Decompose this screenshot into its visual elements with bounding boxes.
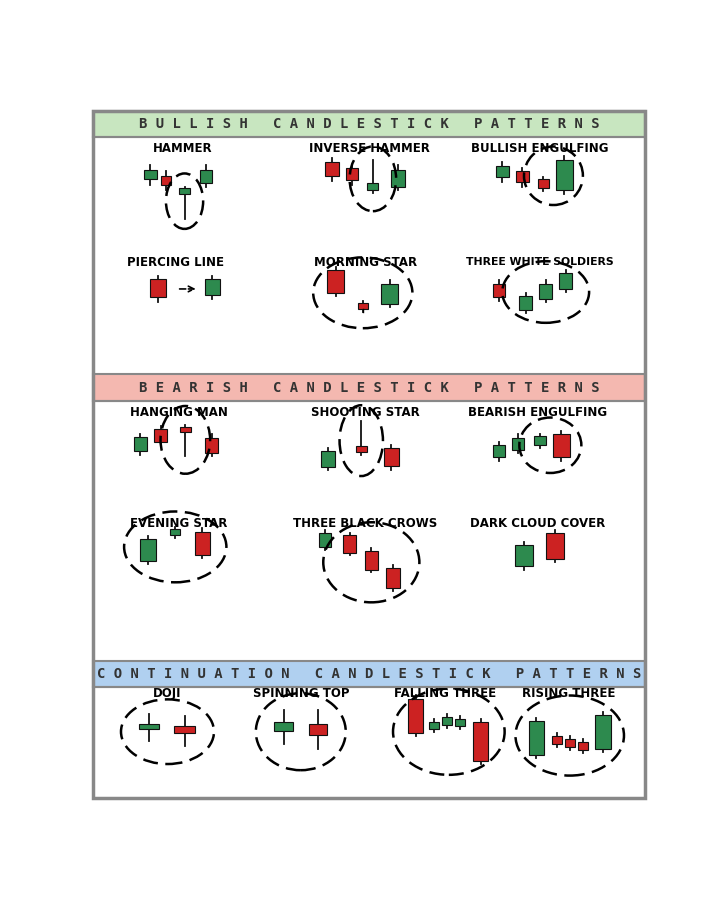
Bar [392,169,405,186]
Bar [367,184,378,191]
Bar [346,168,358,180]
Bar [516,545,533,566]
Bar [496,166,508,177]
Text: C O N T I N U A T I O N   C A N D L E S T I C K   P A T T E R N S: C O N T I N U A T I O N C A N D L E S T … [96,667,642,681]
Bar [387,568,400,589]
Bar [534,436,546,446]
Bar [408,699,423,734]
Bar [93,111,645,138]
Bar [556,160,573,191]
Bar [327,270,344,292]
Text: INVERSE HAMMER: INVERSE HAMMER [309,141,429,155]
Text: THREE WHITE SOLDIERS: THREE WHITE SOLDIERS [466,257,613,267]
Bar [170,529,180,535]
Text: THREE BLACK CROWS: THREE BLACK CROWS [293,518,437,530]
Bar [93,374,645,400]
Text: HAMMER: HAMMER [153,141,213,155]
Bar [493,284,505,297]
Bar [204,279,220,295]
Bar [180,427,191,432]
Bar [274,722,293,731]
Bar [358,302,368,309]
Bar [384,448,399,466]
Bar [144,169,157,179]
Bar [552,736,562,744]
Bar [429,722,439,729]
Bar [493,446,505,457]
Bar [150,279,166,297]
Bar [442,717,452,725]
Bar [343,536,356,554]
Bar [356,446,366,452]
Bar [512,437,524,450]
Text: B E A R I S H   C A N D L E S T I C K   P A T T E R N S: B E A R I S H C A N D L E S T I C K P A … [139,381,599,394]
Text: SHOOTING STAR: SHOOTING STAR [311,406,420,419]
Bar [179,188,190,194]
Bar [205,437,218,453]
Bar [553,435,570,457]
Bar [161,176,171,185]
Text: B U L L I S H   C A N D L E S T I C K   P A T T E R N S: B U L L I S H C A N D L E S T I C K P A … [139,117,599,131]
Bar [325,162,339,176]
Text: EVENING STAR: EVENING STAR [130,518,228,530]
Bar [134,436,147,451]
Bar [139,724,159,729]
Text: DARK CLOUD COVER: DARK CLOUD COVER [470,518,606,530]
Bar [154,429,167,442]
Bar [546,533,564,559]
Bar [321,451,335,467]
Bar [564,740,575,747]
Bar [309,724,327,734]
Bar [595,715,611,749]
Bar [200,169,212,184]
Text: MORNING STAR: MORNING STAR [314,256,417,268]
Bar [194,532,210,554]
Bar [539,284,552,299]
Bar [578,742,588,751]
Bar [456,718,466,726]
Bar [516,171,528,182]
Bar [519,296,532,310]
Bar [174,726,194,734]
Bar [473,723,488,761]
Text: FALLING THREE: FALLING THREE [394,687,496,699]
Bar [382,284,398,303]
Text: RISING THREE: RISING THREE [522,687,616,699]
Bar [93,661,645,687]
Text: HANGING MAN: HANGING MAN [130,406,228,419]
Bar [559,273,572,289]
Bar [528,721,544,755]
Text: BEARISH ENGULFING: BEARISH ENGULFING [469,406,608,419]
Text: BULLISH ENGULFING: BULLISH ENGULFING [471,141,608,155]
Bar [365,551,378,570]
Text: PIERCING LINE: PIERCING LINE [127,256,224,268]
Bar [538,179,549,188]
Text: DOJI: DOJI [153,687,181,699]
Bar [140,539,156,561]
Bar [319,533,331,547]
Text: SPINNING TOP: SPINNING TOP [253,687,349,699]
